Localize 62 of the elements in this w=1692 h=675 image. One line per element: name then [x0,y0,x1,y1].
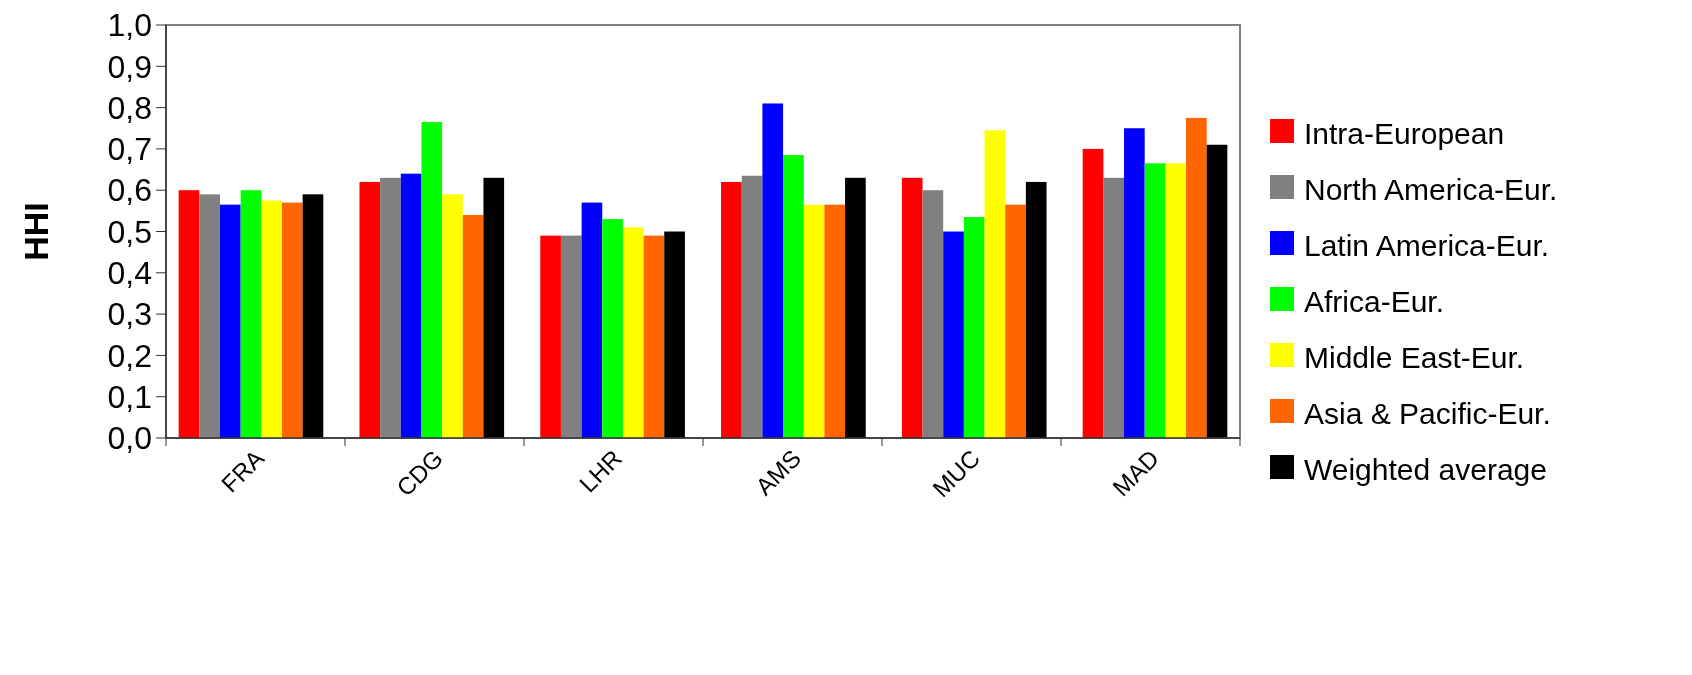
bar [824,204,846,438]
bar [845,177,866,438]
bar [803,204,825,438]
bar [1144,163,1166,438]
bar [261,200,282,438]
bar [199,194,220,438]
bar [380,177,401,438]
y-tick-label: 0,0 [107,420,152,457]
bar [240,190,262,438]
bar [359,181,381,438]
x-tick-label: FRA [216,444,270,498]
bar [1025,181,1047,438]
bar [281,202,303,438]
bar [178,190,200,438]
bar [1206,144,1228,438]
bar [421,122,443,438]
legend-label: Weighted average [1304,452,1547,486]
legend-label: Latin America-Eur. [1304,228,1550,262]
bar [462,214,484,438]
bar [1005,204,1026,438]
y-tick-label: 0,2 [107,337,152,374]
legend-label: North America-Eur. [1304,172,1558,206]
y-tick-label: 0,3 [107,296,152,333]
bar [1124,128,1145,438]
bar [1165,163,1187,438]
y-tick-label: 0,4 [107,255,152,291]
bar [741,175,763,438]
bar [560,235,582,438]
bar [721,181,742,438]
y-tick-label: 1,0 [107,7,152,44]
bar [442,194,463,438]
bar [1186,117,1207,438]
bar [302,194,324,438]
y-tick-label: 0,8 [107,89,152,126]
bar [1103,177,1125,438]
legend-label: Intra-European [1304,116,1505,150]
bar [922,190,944,438]
bar [219,204,241,438]
bar [984,130,1006,438]
bar [581,202,603,438]
y-tick-label: 0,5 [107,213,152,250]
legend-label: Africa-Eur. [1304,284,1445,318]
y-axis-title: HHI [17,202,55,261]
bar [664,231,685,438]
legend-label: Asia & Pacific-Eur. [1304,396,1551,430]
bar [622,227,644,438]
y-tick-label: 0,7 [107,131,152,168]
bar [901,177,923,438]
y-tick-label: 0,9 [107,48,152,85]
bar [483,177,505,438]
bar [643,235,665,438]
bar [602,219,623,438]
bar [963,217,985,438]
y-tick-label: 0,1 [107,378,152,415]
bar [762,103,784,438]
legend-label: Middle East-Eur. [1304,340,1525,374]
bar [783,155,804,438]
y-tick-label: 0,6 [107,172,152,209]
bar [400,173,422,438]
bar [943,231,964,438]
bar [1082,148,1104,438]
bar [540,235,561,438]
